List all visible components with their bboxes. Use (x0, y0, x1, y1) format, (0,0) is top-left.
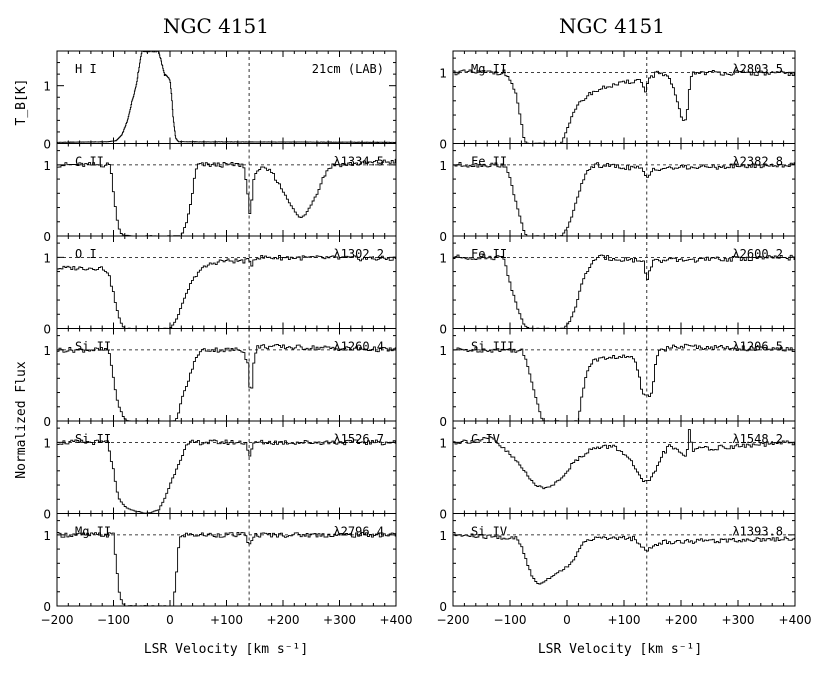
ylabel-top: T_B[K] (14, 79, 29, 126)
right-panel-4-ion-label: C IV (471, 432, 500, 446)
right-panel-0-ion-label: Mg II (471, 62, 507, 76)
left-title: NGC 4151 (163, 14, 269, 38)
left-panel-1-ion-label: C II (75, 155, 104, 169)
left-panel-4-line-label: λ1526.7 (333, 432, 384, 446)
left-panel-1-c-ii: 0 1 C II λ1334.5 (43, 143, 397, 244)
right-panel-2-ion-label: Fe II (471, 247, 507, 261)
x-tick-label: +200 (267, 613, 300, 627)
left-panel-3-spectrum (57, 344, 396, 422)
left-panel-3-line-label: λ1260.4 (333, 340, 384, 354)
y-tick-label: 1 (439, 436, 447, 450)
right-panel-0-mg-ii: 0 1 Mg II λ2803.5 (439, 50, 796, 152)
left-panel-5-line-label: λ2796.4 (333, 525, 384, 539)
right-panel-5-ion-label: Si IV (471, 525, 507, 539)
left-panel-2-o-i: 0 1 O I λ1302.2 (43, 235, 397, 337)
y-tick-label: 1 (43, 80, 51, 94)
y-tick-label: 1 (439, 251, 447, 265)
y-tick-label: 0 (439, 323, 447, 337)
left-xlabel: LSR Velocity [km s⁻¹] (144, 642, 308, 657)
right-xlabel: LSR Velocity [km s⁻¹] (538, 642, 702, 657)
x-tick-label: −200 (41, 613, 74, 627)
right-panel-5-line-label: λ1393.8 (732, 525, 783, 539)
x-tick-label: +200 (665, 613, 698, 627)
x-tick-label: −200 (437, 613, 470, 627)
y-tick-label: 0 (439, 138, 447, 152)
x-tick-label: +300 (323, 613, 356, 627)
left-panel-0-ion-label: H I (75, 62, 97, 76)
left-panel-3-ion-label: Si II (75, 340, 111, 354)
x-tick-label: +100 (608, 613, 641, 627)
y-tick-label: 0 (439, 600, 447, 614)
y-tick-label: 0 (43, 600, 51, 614)
left-column: NGC 4151 LSR Velocity [km s⁻¹] Normalize… (14, 14, 412, 657)
right-panel-1-ion-label: Fe II (471, 155, 507, 169)
right-panel-1-spectrum (453, 161, 795, 237)
right-title: NGC 4151 (559, 14, 665, 38)
left-panel-2-spectrum (57, 254, 396, 329)
y-tick-label: 0 (43, 230, 51, 244)
right-panel-0-line-label: λ2803.5 (732, 62, 783, 76)
x-tick-label: +400 (380, 613, 413, 627)
ylabel: Normalized Flux (14, 361, 29, 479)
y-tick-label: 1 (43, 344, 51, 358)
right-panel-3-si-iii: 0 1 Si III λ1206.5 (439, 328, 796, 429)
left-panel-2-line-label: λ1302.2 (333, 247, 384, 261)
left-panel-3-si-ii: 0 1 Si II λ1260.4 (43, 328, 397, 429)
x-tick-label: −100 (494, 613, 527, 627)
y-tick-label: 1 (43, 251, 51, 265)
y-tick-label: 0 (439, 230, 447, 244)
x-tick-label: +100 (210, 613, 243, 627)
y-tick-label: 0 (439, 415, 447, 429)
left-panel-2-ion-label: O I (75, 247, 97, 261)
y-tick-label: 0 (439, 508, 447, 522)
right-panel-5-si-iv: 0 1 Si IV λ1393.8 (439, 513, 796, 614)
y-tick-label: 0 (43, 323, 51, 337)
left-panel-0-line-label: 21cm (LAB) (312, 62, 384, 76)
right-panel-4-line-label: λ1548.2 (732, 432, 783, 446)
y-tick-label: 0 (43, 415, 51, 429)
x-tick-label: +300 (722, 613, 755, 627)
right-panel-2-line-label: λ2600.2 (732, 247, 783, 261)
right-column: NGC 4151 LSR Velocity [km s⁻¹] 0 1 Mg II λ2… (437, 14, 812, 657)
y-tick-label: 1 (439, 159, 447, 173)
right-panel-1-line-label: λ2382.8 (732, 155, 783, 169)
left-panel-0-h-i: 0 1 H I 21cm (LAB) (43, 50, 397, 152)
y-tick-label: 1 (439, 66, 447, 80)
right-panel-1-fe-ii: 0 1 Fe II λ2382.8 (439, 143, 796, 244)
left-panel-4-spectrum (57, 439, 396, 514)
y-tick-label: 1 (43, 159, 51, 173)
left-panel-5-mg-ii: 0 1 Mg II λ2796.4 (43, 513, 397, 614)
right-panel-2-fe-ii: 0 1 Fe II λ2600.2 (439, 235, 796, 337)
y-tick-label: 1 (439, 529, 447, 543)
y-tick-label: 1 (439, 344, 447, 358)
left-panel-1-line-label: λ1334.5 (333, 155, 384, 169)
x-tick-label: 0 (166, 613, 174, 627)
left-panel-4-ion-label: Si II (75, 432, 111, 446)
left-panel-0-spectrum (57, 50, 396, 143)
y-tick-label: 0 (43, 508, 51, 522)
right-panel-0-spectrum (453, 69, 795, 144)
right-panel-4-c-iv: 0 1 C IV λ1548.2 (439, 420, 796, 522)
right-panel-3-ion-label: Si III (471, 340, 514, 354)
x-tick-label: 0 (563, 613, 571, 627)
y-tick-label: 0 (43, 138, 51, 152)
y-tick-label: 1 (43, 529, 51, 543)
x-tick-label: +400 (779, 613, 812, 627)
y-tick-label: 1 (43, 436, 51, 450)
left-panel-1-spectrum (57, 158, 396, 237)
right-panel-5-spectrum (453, 532, 795, 585)
right-panel-3-line-label: λ1206.5 (732, 340, 783, 354)
right-panel-4-spectrum (453, 429, 795, 490)
left-panel-4-si-ii: 0 1 Si II λ1526.7 (43, 420, 397, 522)
right-panel-3-spectrum (453, 343, 795, 422)
left-panel-5-ion-label: Mg II (75, 525, 111, 539)
right-panel-2-spectrum (453, 254, 795, 329)
left-panel-5-spectrum (57, 531, 396, 607)
x-tick-label: −100 (97, 613, 130, 627)
